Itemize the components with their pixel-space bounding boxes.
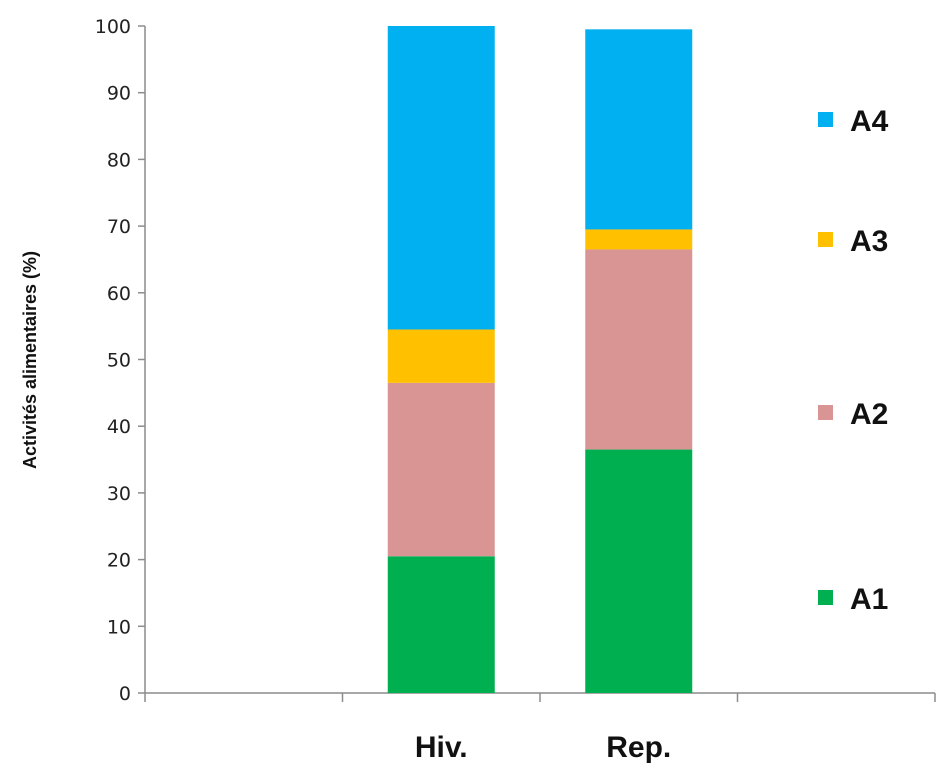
legend-label-a4: A4 bbox=[850, 105, 889, 138]
legend-label-a2: A2 bbox=[850, 398, 888, 431]
bar-segment-a4 bbox=[387, 26, 495, 330]
y-tick-label: 10 bbox=[107, 616, 131, 638]
y-tick-label: 60 bbox=[107, 283, 131, 305]
legend-swatch-a4 bbox=[818, 112, 833, 127]
axes: 0 10 20 30 40 50 60 70 80 90 100 bbox=[95, 16, 936, 705]
bar-segment-a1 bbox=[585, 449, 693, 693]
legend-label-a1: A1 bbox=[850, 583, 888, 616]
legend: A1 A2 A3 A4 bbox=[818, 105, 889, 616]
bar-segment-a2 bbox=[387, 382, 495, 557]
legend-swatch-a2 bbox=[818, 405, 833, 420]
y-tick-label: 30 bbox=[107, 483, 131, 505]
y-tick-label: 20 bbox=[107, 550, 131, 572]
bar-segment-a4 bbox=[585, 29, 693, 230]
y-tick-label: 90 bbox=[107, 83, 131, 105]
legend-swatch-a3 bbox=[818, 232, 833, 247]
y-tick-label: 50 bbox=[107, 350, 131, 372]
bar-segment-a2 bbox=[585, 249, 693, 450]
bars bbox=[387, 26, 693, 693]
y-tick-label: 40 bbox=[107, 416, 131, 438]
bar-segment-a3 bbox=[585, 229, 693, 250]
category-labels: Hiv. Rep. bbox=[415, 731, 671, 764]
legend-swatch-a1 bbox=[818, 590, 833, 605]
y-tick-label: 0 bbox=[119, 683, 131, 705]
y-tick-label: 80 bbox=[107, 149, 131, 171]
y-tick-label: 100 bbox=[95, 16, 131, 38]
legend-label-a3: A3 bbox=[850, 225, 888, 258]
y-axis-title: Activités alimentaires (%) bbox=[20, 251, 40, 469]
x-category-label: Rep. bbox=[606, 731, 671, 764]
y-tick-label: 70 bbox=[107, 216, 131, 238]
x-category-label: Hiv. bbox=[415, 731, 468, 764]
bar-segment-a1 bbox=[387, 556, 495, 693]
bar-segment-a3 bbox=[387, 329, 495, 383]
